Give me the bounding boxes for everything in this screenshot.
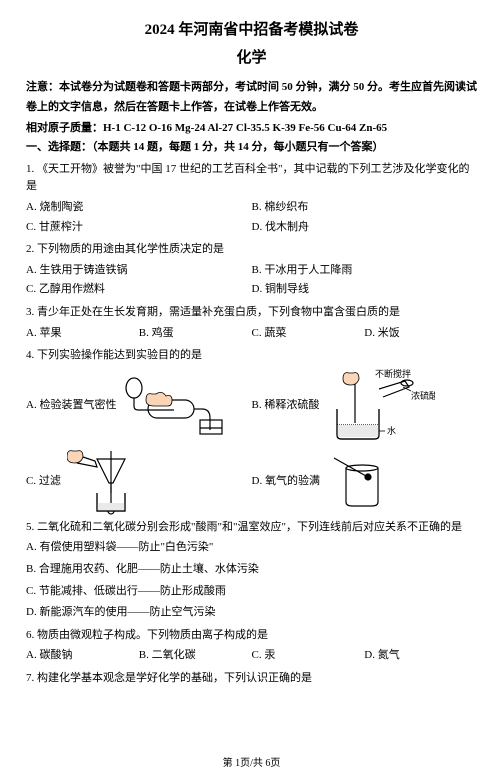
q6-options: A. 碳酸钠 B. 二氧化碳 C. 汞 D. 氮气: [26, 646, 477, 666]
q6-opt-d: D. 氮气: [364, 646, 477, 666]
acid-label: 浓硫酸: [411, 390, 435, 401]
oxygen-test-diagram: [326, 456, 406, 508]
q6-opt-a: A. 碳酸钠: [26, 646, 139, 666]
q3-opt-c: C. 蔬菜: [252, 324, 365, 344]
dilute-acid-diagram: 不断搅拌 浓硫酸 水: [325, 369, 435, 443]
q4-a-label: A. 检验装置气密性: [26, 397, 116, 415]
q7-stem: 7. 构建化学基本观念是学好化学的基础，下列认识正确的是: [26, 670, 477, 688]
q5-opt-c: C. 节能减排、低碳出行——防止形成酸雨: [26, 582, 477, 602]
q3-opt-a: A. 苹果: [26, 324, 139, 344]
section-1-header: 一、选择题：（本题共 14 题，每题 1 分，共 14 分，每小题只有一个答案）: [26, 139, 477, 157]
exam-notice: 注意：本试卷分为试题卷和答题卡两部分，考试时间 50 分钟，满分 50 分。考生…: [26, 78, 477, 118]
q3-opt-b: B. 鸡蛋: [139, 324, 252, 344]
q5-opt-b: B. 合理施用农药、化肥——防止土壤、水体污染: [26, 560, 477, 580]
atomic-mass: 相对原子质量：H-1 C-12 O-16 Mg-24 Al-27 Cl-35.5…: [26, 120, 477, 138]
q1-stem: 1. 《天工开物》被誉为"中国 17 世纪的工艺百科全书"，其中记载的下列工艺涉…: [26, 161, 477, 196]
q3-opt-d: D. 米饭: [364, 324, 477, 344]
stir-label: 不断搅拌: [375, 369, 411, 379]
q4-opt-c: C. 过滤: [26, 449, 252, 515]
q4-opt-b: B. 稀释浓硫酸 不断搅拌 浓硫酸 水: [252, 369, 478, 443]
main-title: 2024 年河南省中招备考模拟试卷: [26, 18, 477, 42]
water-label: 水: [387, 425, 396, 436]
q2-opt-a: A. 生铁用于铸造铁锅: [26, 261, 252, 281]
q4-opt-d: D. 氧气的验满: [252, 449, 478, 515]
q4-d-label: D. 氧气的验满: [252, 473, 320, 491]
filtration-diagram: [67, 449, 157, 515]
q4-c-label: C. 过滤: [26, 473, 61, 491]
q3-options: A. 苹果 B. 鸡蛋 C. 蔬菜 D. 米饭: [26, 324, 477, 344]
q4-stem: 4. 下列实验操作能达到实验目的的是: [26, 347, 477, 365]
q1-opt-b: B. 棉纱织布: [252, 198, 478, 218]
q5-opt-d: D. 新能源汽车的使用——防止空气污染: [26, 603, 477, 623]
q6-stem: 6. 物质由微观粒子构成。下列物质由离子构成的是: [26, 627, 477, 645]
q1-opt-a: A. 烧制陶瓷: [26, 198, 252, 218]
q1-opt-d: D. 伐木制舟: [252, 218, 478, 238]
q1-opt-c: C. 甘蔗榨汁: [26, 218, 252, 238]
q5-options: A. 有偿使用塑料袋——防止"白色污染" B. 合理施用农药、化肥——防止土壤、…: [26, 538, 477, 622]
q6-opt-b: B. 二氧化碳: [139, 646, 252, 666]
q6-opt-c: C. 汞: [252, 646, 365, 666]
q2-opt-c: C. 乙醇用作燃料: [26, 280, 252, 300]
q4-opt-a: A. 检验装置气密性: [26, 369, 252, 443]
subject-title: 化学: [26, 46, 477, 70]
q2-options: A. 生铁用于铸造铁锅 B. 干冰用于人工降雨 C. 乙醇用作燃料 D. 铜制导…: [26, 261, 477, 300]
q4-options: A. 检验装置气密性 B. 稀释浓硫酸: [26, 369, 477, 515]
q5-stem: 5. 二氧化硫和二氧化碳分别会形成"酸雨"和"温室效应"，下列连线前后对应关系不…: [26, 519, 477, 537]
airtight-apparatus-diagram: [122, 376, 227, 436]
q2-opt-d: D. 铜制导线: [252, 280, 478, 300]
page-footer: 第 1页/共 6页: [0, 756, 503, 772]
q1-options: A. 烧制陶瓷 B. 棉纱织布 C. 甘蔗榨汁 D. 伐木制舟: [26, 198, 477, 237]
q2-stem: 2. 下列物质的用途由其化学性质决定的是: [26, 241, 477, 259]
q4-b-label: B. 稀释浓硫酸: [252, 397, 320, 415]
q2-opt-b: B. 干冰用于人工降雨: [252, 261, 478, 281]
q3-stem: 3. 青少年正处在生长发育期，需适量补充蛋白质，下列食物中富含蛋白质的是: [26, 304, 477, 322]
q5-opt-a: A. 有偿使用塑料袋——防止"白色污染": [26, 538, 477, 558]
